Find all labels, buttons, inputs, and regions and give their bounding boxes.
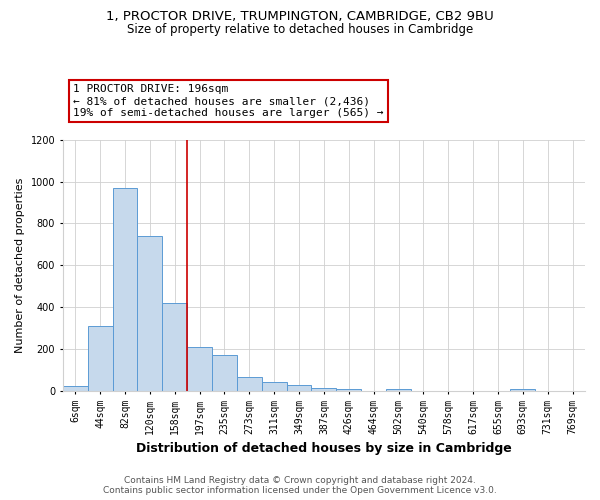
Bar: [88, 326, 113, 391]
Bar: [337, 388, 361, 391]
Text: Contains HM Land Registry data © Crown copyright and database right 2024.
Contai: Contains HM Land Registry data © Crown c…: [103, 476, 497, 495]
Text: Size of property relative to detached houses in Cambridge: Size of property relative to detached ho…: [127, 22, 473, 36]
Bar: [386, 388, 411, 391]
Bar: [511, 388, 535, 391]
Bar: [287, 385, 311, 391]
Bar: [237, 377, 262, 391]
Bar: [137, 236, 162, 391]
Bar: [262, 382, 287, 391]
Y-axis label: Number of detached properties: Number of detached properties: [15, 178, 25, 353]
Bar: [162, 303, 187, 391]
Text: 1, PROCTOR DRIVE, TRUMPINGTON, CAMBRIDGE, CB2 9BU: 1, PROCTOR DRIVE, TRUMPINGTON, CAMBRIDGE…: [106, 10, 494, 23]
Bar: [113, 188, 137, 391]
Bar: [311, 388, 337, 391]
Bar: [212, 355, 237, 391]
Bar: [63, 386, 88, 391]
Text: 1 PROCTOR DRIVE: 196sqm
← 81% of detached houses are smaller (2,436)
19% of semi: 1 PROCTOR DRIVE: 196sqm ← 81% of detache…: [73, 84, 384, 117]
X-axis label: Distribution of detached houses by size in Cambridge: Distribution of detached houses by size …: [136, 442, 512, 455]
Bar: [187, 347, 212, 391]
